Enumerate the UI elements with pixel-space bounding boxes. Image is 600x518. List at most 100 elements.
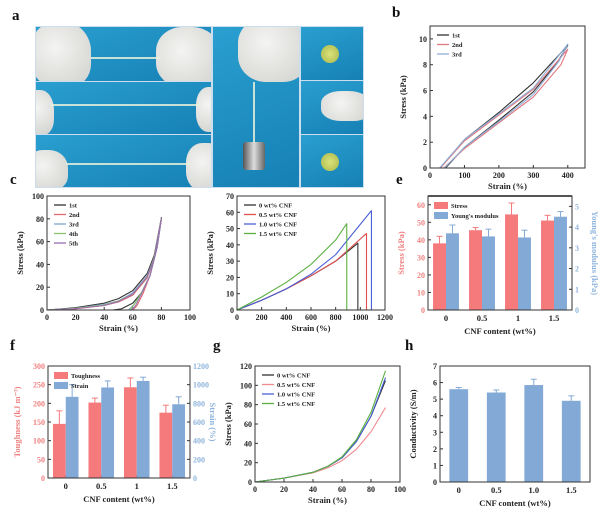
plot-frame — [439, 365, 591, 483]
x-tick-label: 80 — [367, 485, 375, 494]
bar — [561, 400, 581, 482]
x-tick-label: 60 — [129, 313, 137, 322]
x-tick-label: 200 — [256, 313, 268, 322]
y-tick-label: 20 — [417, 271, 425, 280]
legend-label: Young's modulus — [451, 213, 499, 220]
y2-tick-label: 600 — [193, 418, 205, 427]
y-tick-label: 2 — [433, 445, 437, 454]
y-tick-label: 50 — [226, 225, 234, 234]
x-tick-label: 800 — [330, 313, 342, 322]
bar — [482, 236, 495, 310]
bar — [52, 423, 66, 478]
y-tick-label: 30 — [417, 253, 425, 262]
y-tick-label: 30 — [226, 257, 234, 266]
y-tick-label: 150 — [33, 418, 45, 427]
legend-swatch — [54, 372, 68, 379]
bar — [159, 412, 173, 478]
x-tick-label: 100 — [394, 485, 406, 494]
y-tick-label: 60 — [226, 208, 234, 217]
x-tick-label: 1.5 — [167, 481, 178, 491]
plot-frame — [236, 195, 386, 311]
y-tick-label: 120 — [240, 362, 252, 371]
y-axis-label: Stress (kPa) — [396, 231, 406, 275]
series-line-1 — [439, 48, 569, 169]
y-tick-label: 10 — [417, 288, 425, 297]
bar — [136, 380, 150, 478]
legend-label: Strain — [71, 383, 89, 390]
x-tick-label: 0 — [253, 485, 257, 494]
x-tick-label: 0.5 — [477, 313, 488, 323]
y-tick-label: 20 — [226, 273, 234, 282]
legend-swatch — [54, 382, 68, 389]
y-tick-label: 80 — [244, 401, 252, 410]
y-tick-label: 4 — [433, 412, 437, 421]
x-tick-label: 200 — [493, 171, 505, 180]
y-tick-label: 200 — [33, 399, 45, 408]
x-tick-label: 1 — [516, 313, 520, 323]
series-line-0 — [439, 44, 569, 169]
series-line-3 — [46, 218, 162, 311]
y2-axis-label: Strain (%) — [208, 403, 218, 442]
y-tick-label: 80 — [36, 215, 44, 224]
plot-frame — [429, 25, 586, 169]
y-tick-label: 70 — [226, 192, 234, 201]
x-tick-label: 1.5 — [549, 313, 560, 323]
y-axis-label: Stress (kPa) — [223, 402, 233, 446]
y2-tick-label: 2 — [575, 265, 579, 274]
bar — [541, 220, 554, 310]
legend-label: 0.5 wt% CNF — [259, 212, 297, 219]
x-tick-label: 1.5 — [566, 485, 577, 495]
panel-label-e: e — [396, 172, 403, 188]
x-tick-label: 40 — [100, 313, 108, 322]
bar — [101, 387, 115, 478]
series-line-1 — [46, 218, 162, 311]
y-tick-label: 0 — [230, 306, 234, 315]
y-tick-label: 10 — [419, 35, 427, 44]
plot-frame — [47, 365, 191, 479]
y-tick-label: 0 — [433, 478, 437, 487]
y-tick-label: 300 — [33, 362, 45, 371]
x-tick-label: 80 — [157, 313, 165, 322]
x-tick-label: 20 — [72, 313, 80, 322]
y-tick-label: 3 — [433, 428, 437, 437]
legend-label: 1.0 wt% CNF — [277, 392, 315, 399]
x-tick-label: 600 — [305, 313, 317, 322]
y-tick-label: 20 — [36, 283, 44, 292]
x-axis-label: Strain (%) — [99, 323, 138, 333]
y-axis-label: Toughness (kJ m⁻³) — [12, 386, 22, 457]
x-tick-label: 0 — [444, 313, 448, 323]
y-tick-label: 40 — [226, 241, 234, 250]
x-axis-label: Strain (%) — [488, 181, 527, 191]
y2-tick-label: 1200 — [193, 362, 209, 371]
bar — [65, 396, 79, 478]
y-tick-label: 250 — [33, 381, 45, 390]
bar — [123, 387, 137, 478]
series-line-2 — [46, 218, 162, 311]
legend-label: 1.5 wt% CNF — [259, 231, 297, 238]
y-tick-label: 60 — [36, 238, 44, 247]
y-tick-label: 50 — [417, 218, 425, 227]
y2-tick-label: 4 — [575, 223, 579, 232]
x-tick-label: 1.0 — [528, 485, 539, 495]
x-tick-label: 0 — [428, 171, 432, 180]
y2-axis-label: Young's modulus (kPa) — [590, 211, 600, 295]
panel-label-g: g — [213, 338, 221, 354]
y-tick-label: 1 — [433, 461, 437, 470]
x-tick-label: 0.5 — [96, 481, 107, 491]
photo-stretch-3 — [35, 134, 212, 188]
y-tick-label: 7 — [433, 362, 437, 371]
panel-label-h: h — [405, 338, 414, 354]
y-tick-label: 60 — [244, 420, 252, 429]
bar — [88, 402, 102, 478]
legend-label: Stress — [451, 203, 468, 210]
chart-g: 0 20 40 60 80 100 120 Stress (kPa) Strain (%) 0 20… — [223, 362, 406, 505]
panel-label-f: f — [10, 338, 15, 354]
y-tick-label: 100 — [240, 381, 252, 390]
y-tick-label: 6 — [423, 87, 427, 96]
y-axis-label: Stress (kPa) — [15, 231, 25, 275]
y2-tick-label: 400 — [193, 437, 205, 446]
panel-label-c: c — [10, 172, 17, 188]
y-tick-label: 40 — [244, 439, 252, 448]
series-line-0 — [254, 380, 387, 483]
chart-b: 0 2 4 6 8 10 Stress (kPa) Strain (%) 0 100 200 300 4… — [398, 25, 586, 191]
